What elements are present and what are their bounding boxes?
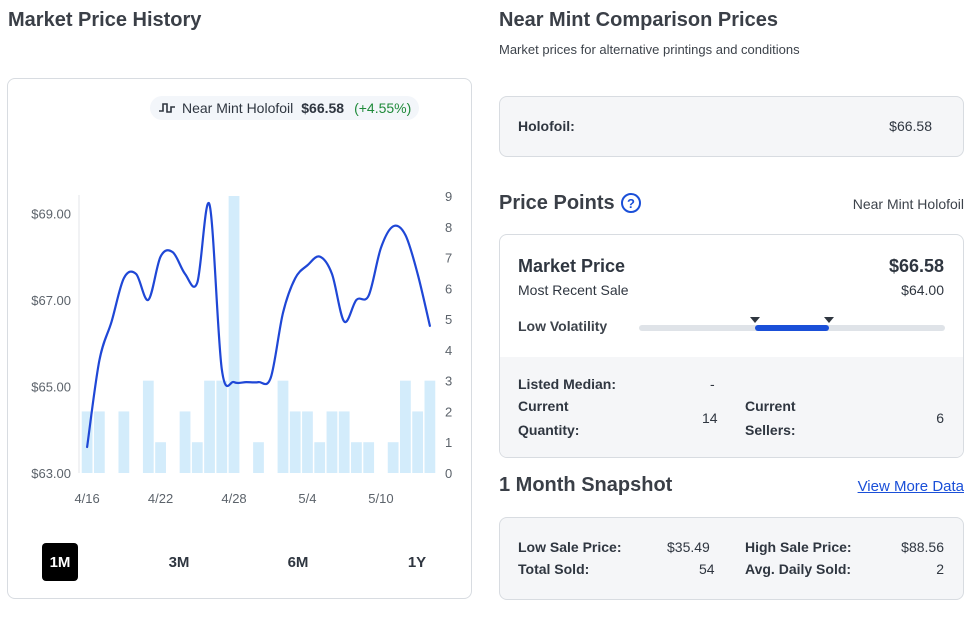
comparison-subtitle: Market prices for alternative printings … xyxy=(499,42,800,57)
y2-tick-label: 7 xyxy=(445,251,452,266)
y2-tick-label: 8 xyxy=(445,220,452,235)
x-tick-label: 4/22 xyxy=(148,491,173,506)
chart-card xyxy=(7,78,472,599)
volume-bar xyxy=(191,442,203,473)
volume-bar xyxy=(179,411,191,473)
price-line xyxy=(86,201,431,449)
view-more-data-link[interactable]: View More Data xyxy=(857,478,964,495)
volume-bar xyxy=(326,411,338,473)
y2-tick-label: 6 xyxy=(445,281,452,296)
range-6m-button[interactable]: 6M xyxy=(287,553,309,571)
price-points-variant: Near Mint Holofoil xyxy=(852,196,964,212)
legend-price: $66.58 xyxy=(301,100,345,116)
current-quantity-value: 14 xyxy=(702,410,718,426)
total-sold-label: Total Sold: xyxy=(518,561,590,577)
holofoil-value: $66.58 xyxy=(889,118,932,134)
current-sellers-label-2: Sellers: xyxy=(745,422,796,438)
market-price-value: $66.58 xyxy=(888,256,944,276)
volume-bar xyxy=(216,380,228,473)
y2-tick-label: 1 xyxy=(445,435,452,450)
price-points-details: Listed Median: - Current Quantity: 14 Cu… xyxy=(500,357,963,457)
volatility-low-marker xyxy=(750,317,761,323)
avg-daily-label: Avg. Daily Sold: xyxy=(745,561,852,577)
y-tick-label: $65.00 xyxy=(31,379,71,394)
volume-bar xyxy=(314,442,326,473)
y-tick-label: $69.00 xyxy=(31,206,71,221)
x-tick-label: 4/16 xyxy=(74,491,99,506)
y2-tick-label: 4 xyxy=(445,343,452,358)
step-line-icon xyxy=(159,103,175,113)
low-sale-value: $35.49 xyxy=(667,539,710,555)
high-sale-label: High Sale Price: xyxy=(745,539,852,555)
snapshot-card: Low Sale Price: $35.49 Total Sold: 54 Hi… xyxy=(499,517,964,600)
volatility-label: Low Volatility xyxy=(518,318,608,334)
volatility-high-marker xyxy=(823,317,834,323)
x-tick-label: 5/4 xyxy=(298,491,316,506)
current-sellers-label-1: Current xyxy=(745,398,796,414)
volume-bar xyxy=(302,411,313,473)
volume-bar xyxy=(277,380,289,473)
x-tick-label: 5/10 xyxy=(368,491,393,506)
range-3m-button[interactable]: 3M xyxy=(168,553,190,571)
y2-axis-ticks: 0 1 2 3 4 5 6 7 8 9 xyxy=(445,189,452,481)
listed-median-label: Listed Median: xyxy=(518,376,617,392)
high-sale-value: $88.56 xyxy=(901,539,944,555)
volume-bar xyxy=(387,442,399,473)
volume-bars xyxy=(81,196,436,473)
volume-bar xyxy=(363,442,375,473)
x-tick-label: 4/28 xyxy=(221,491,246,506)
price-points-card: Market Price $66.58 Most Recent Sale $64… xyxy=(499,234,964,458)
y-axis-ticks: $63.00 $65.00 $67.00 $69.00 xyxy=(31,206,71,481)
chart-legend[interactable]: Near Mint Holofoil $66.58 (+4.55%) xyxy=(150,96,420,120)
x-axis-ticks: 4/16 4/22 4/28 5/4 5/10 xyxy=(74,491,393,506)
avg-daily-value: 2 xyxy=(936,561,944,577)
y2-tick-label: 3 xyxy=(445,374,452,389)
volume-bar xyxy=(424,380,436,473)
volume-bar xyxy=(142,380,154,473)
range-1m-button[interactable]: 1M xyxy=(42,543,78,581)
y2-tick-label: 0 xyxy=(445,466,452,481)
legend-change: (+4.55%) xyxy=(354,100,412,116)
volume-bar xyxy=(118,411,130,473)
recent-sale-label: Most Recent Sale xyxy=(518,282,629,298)
snapshot-title: 1 Month Snapshot xyxy=(499,474,673,496)
volume-bar xyxy=(93,411,105,473)
holofoil-price-card: Holofoil: $66.58 xyxy=(499,96,964,157)
market-price-history-title: Market Price History xyxy=(8,9,202,31)
current-sellers-value: 6 xyxy=(936,410,944,426)
volume-bar xyxy=(228,196,240,473)
volume-bar xyxy=(204,380,215,473)
volume-bar xyxy=(155,442,166,473)
range-1y-button[interactable]: 1Y xyxy=(407,553,427,571)
y-tick-label: $67.00 xyxy=(31,293,71,308)
current-quantity-label-1: Current xyxy=(518,398,569,414)
volume-bar xyxy=(289,411,301,473)
y2-tick-label: 5 xyxy=(445,312,452,327)
total-sold-value: 54 xyxy=(699,561,715,577)
legend-series-name: Near Mint Holofoil xyxy=(182,100,294,116)
volatility-range-fill xyxy=(755,325,829,331)
market-price-label: Market Price xyxy=(518,256,626,276)
price-points-title: Price Points xyxy=(499,192,615,214)
volume-bar xyxy=(253,442,264,473)
volume-bar xyxy=(351,442,362,473)
low-sale-label: Low Sale Price: xyxy=(518,539,622,555)
y2-tick-label: 2 xyxy=(445,404,452,419)
y2-tick-label: 9 xyxy=(445,189,452,204)
comparison-title: Near Mint Comparison Prices xyxy=(499,9,778,31)
recent-sale-value: $64.00 xyxy=(901,282,944,298)
listed-median-value: - xyxy=(710,376,715,392)
volume-bar xyxy=(412,411,424,473)
current-quantity-label-2: Quantity: xyxy=(518,422,580,438)
question-circle-icon[interactable]: ? xyxy=(621,193,641,213)
y-tick-label: $63.00 xyxy=(31,466,71,481)
volume-bar xyxy=(400,380,411,473)
holofoil-label: Holofoil: xyxy=(518,118,575,134)
volume-bar xyxy=(338,411,350,473)
